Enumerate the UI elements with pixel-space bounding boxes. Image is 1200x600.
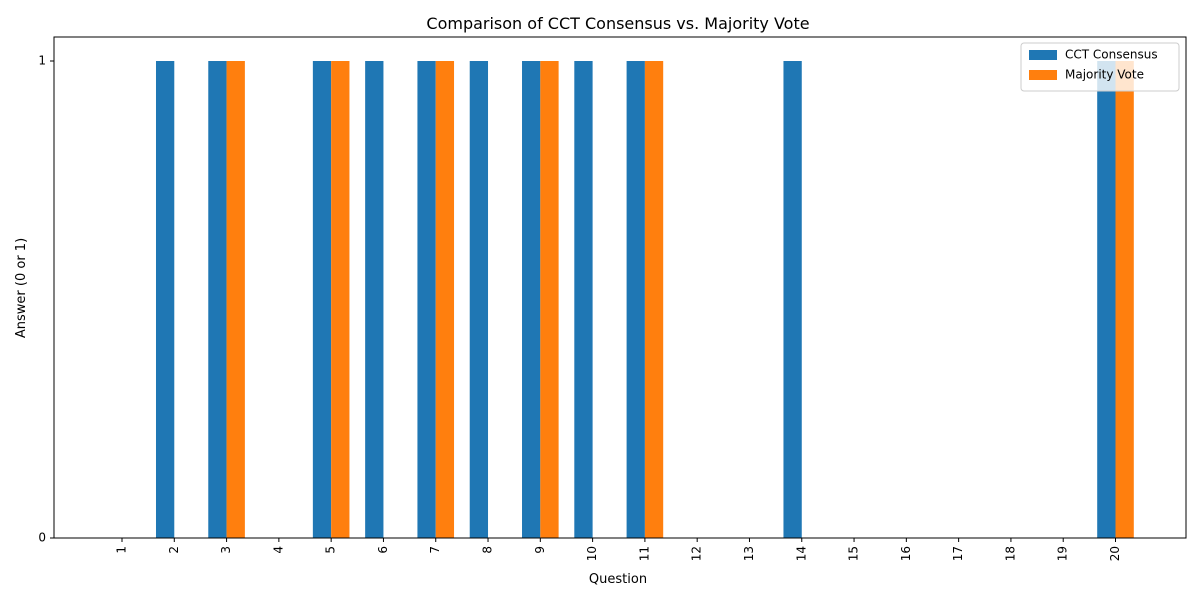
- x-tick-label: 5: [324, 546, 338, 554]
- bar-cct-consensus-q3: [208, 61, 227, 538]
- x-tick-label: 8: [481, 546, 495, 554]
- bar-majority-vote-q5: [331, 61, 350, 538]
- x-tick-label: 16: [899, 546, 913, 561]
- legend-swatch-cct-consensus: [1029, 50, 1057, 60]
- axes-frame: [53, 36, 1187, 539]
- bar-cct-consensus-q5: [312, 61, 332, 538]
- x-tick-label: 7: [428, 546, 442, 554]
- legend-label-majority-vote: Majority Vote: [1065, 68, 1144, 82]
- bar-majority-vote-q3: [226, 61, 245, 538]
- bar-cct-consensus-q9: [522, 61, 541, 538]
- x-tick-label: 20: [1108, 546, 1122, 561]
- x-tick-label: 9: [533, 546, 547, 554]
- x-tick-label: 2: [167, 546, 181, 554]
- bar-cct-consensus-q8: [469, 61, 489, 538]
- legend-label-cct-consensus: CCT Consensus: [1065, 48, 1158, 62]
- chart-title: Comparison of CCT Consensus vs. Majority…: [426, 14, 809, 33]
- x-tick-label: 19: [1056, 546, 1070, 561]
- bar-majority-vote-q11: [644, 61, 664, 538]
- x-tick-label: 1: [115, 546, 129, 554]
- bar-majority-vote-q7: [435, 61, 455, 538]
- legend: CCT Consensus Majority Vote: [1020, 42, 1180, 92]
- bar-cct-consensus-q14: [783, 61, 802, 538]
- bar-cct-consensus-q10: [574, 61, 593, 538]
- x-tick-label: 11: [637, 546, 651, 561]
- x-axis-label: Question: [589, 572, 647, 587]
- x-tick-label: 12: [690, 546, 704, 561]
- x-tick-label: 4: [271, 546, 285, 554]
- x-tick-label: 14: [794, 546, 808, 561]
- x-tick-label: 10: [585, 546, 599, 561]
- x-tick-label: 17: [951, 546, 965, 561]
- legend-box: [1020, 42, 1180, 92]
- bar-cct-consensus-q7: [417, 61, 436, 538]
- x-tick-label: 18: [1003, 546, 1017, 561]
- x-tick-label: 6: [376, 546, 390, 554]
- x-tick-label: 13: [742, 546, 756, 561]
- x-tick-label: 15: [847, 546, 861, 561]
- bar-majority-vote-q9: [540, 61, 559, 538]
- x-tick-label: 3: [219, 546, 233, 554]
- bar-cct-consensus-q6: [365, 61, 384, 538]
- y-tick-label: 1: [38, 54, 46, 68]
- y-axis-label: Answer (0 or 1): [14, 238, 29, 338]
- y-tick-label: 0: [38, 531, 46, 545]
- legend-swatch-majority-vote: [1029, 70, 1057, 80]
- bar-cct-consensus-q2: [155, 61, 175, 538]
- bar-cct-consensus-q11: [626, 61, 645, 538]
- bar-majority-vote-q20: [1115, 61, 1134, 538]
- bar-cct-consensus-q20: [1097, 61, 1116, 538]
